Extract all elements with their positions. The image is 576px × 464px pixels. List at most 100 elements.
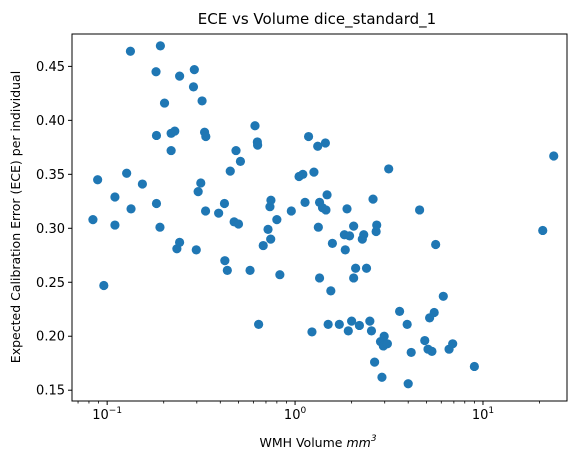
data-point-106 [438,291,448,301]
y-tick-label-1: 0.20 [36,330,65,345]
x-axis-label-text: WMH Volume [259,435,342,450]
data-point-8 [151,130,162,141]
data-point-23 [155,222,165,232]
data-point-84 [366,326,377,336]
data-point-58 [313,141,323,151]
data-point-47 [266,195,276,205]
data-point-100 [420,335,430,346]
data-point-66 [314,273,325,283]
data-point-98 [406,347,416,358]
y-axis-label: Expected Calibration Error (ECE) per ind… [8,71,23,363]
x-axis-unit: mm [346,435,370,450]
data-point-39 [245,265,255,275]
data-point-82 [361,263,372,273]
data-point-53 [298,169,308,179]
data-point-97 [403,379,413,389]
chart-title: ECE vs Volume dice_standard_1 [198,10,436,29]
data-point-83 [365,316,375,326]
data-point-19 [122,168,132,178]
data-point-65 [321,205,331,215]
data-point-2 [151,67,161,77]
x-axis-ticks: 10−1 100 101 [77,401,540,423]
data-point-34 [225,166,235,176]
data-point-44 [258,240,268,251]
data-point-74 [344,231,355,241]
data-point-85 [368,194,378,204]
data-point-0 [125,46,136,56]
data-point-105 [431,239,441,250]
data-point-22 [151,198,162,209]
x-tick-label-2: 101 [472,406,494,423]
x-tick-label-0: 10−1 [92,406,122,423]
data-point-95 [395,306,405,317]
data-point-27 [193,186,203,197]
data-point-1 [155,41,165,51]
data-point-42 [253,140,263,150]
data-point-79 [354,320,365,331]
data-point-7 [197,96,207,106]
data-point-93 [382,339,392,349]
data-point-43 [254,319,264,329]
data-point-31 [219,198,230,209]
data-point-40 [250,121,260,131]
data-point-90 [377,372,387,382]
y-axis-ticks: 0.15 0.20 0.25 0.30 0.35 0.40 0.45 [36,60,72,399]
data-point-76 [349,221,359,231]
data-point-48 [266,234,276,244]
data-point-26 [191,245,201,255]
data-point-94 [384,164,394,174]
data-point-4 [189,65,199,75]
data-point-25 [175,237,185,247]
data-point-75 [347,316,357,326]
x-axis-label: WMH Volume mm3 [259,434,376,450]
data-point-111 [549,151,559,161]
data-point-57 [309,167,319,177]
data-point-109 [469,361,479,372]
data-point-51 [286,206,296,216]
y-tick-label-5: 0.40 [36,114,65,129]
data-point-67 [327,238,337,249]
y-tick-label-0: 0.15 [36,384,65,399]
data-point-16 [99,280,109,291]
data-point-14 [88,215,98,225]
data-point-54 [300,197,310,207]
data-point-108 [448,339,458,349]
data-point-72 [342,204,352,214]
data-point-63 [322,190,332,200]
data-point-81 [359,230,369,240]
data-point-20 [126,204,136,214]
x-axis-unit-exponent: 3 [371,434,377,444]
data-point-49 [272,215,282,225]
data-point-78 [349,273,359,283]
data-point-77 [351,263,361,273]
axes [71,33,568,402]
data-point-38 [233,219,244,229]
data-point-32 [220,256,230,266]
data-point-87 [372,220,382,230]
data-point-104 [429,307,439,318]
data-point-62 [320,138,330,148]
data-point-64 [323,319,333,329]
data-point-13 [166,145,176,156]
data-point-30 [214,208,224,218]
data-point-10 [170,126,180,136]
data-point-96 [402,319,412,329]
data-point-71 [340,245,350,255]
data-point-18 [110,220,120,230]
data-point-103 [427,346,437,356]
data-point-5 [188,82,199,92]
data-point-6 [159,98,170,108]
x-tick-label-1: 100 [284,406,307,423]
data-point-3 [175,71,185,81]
data-point-110 [538,225,548,236]
data-point-33 [222,265,232,275]
data-point-21 [137,179,147,189]
data-point-50 [275,270,285,280]
data-point-99 [415,205,425,215]
plot-frame [71,33,568,402]
data-point-88 [370,357,380,367]
data-point-15 [93,175,103,185]
y-tick-label-4: 0.35 [36,168,65,183]
data-point-92 [379,331,389,341]
